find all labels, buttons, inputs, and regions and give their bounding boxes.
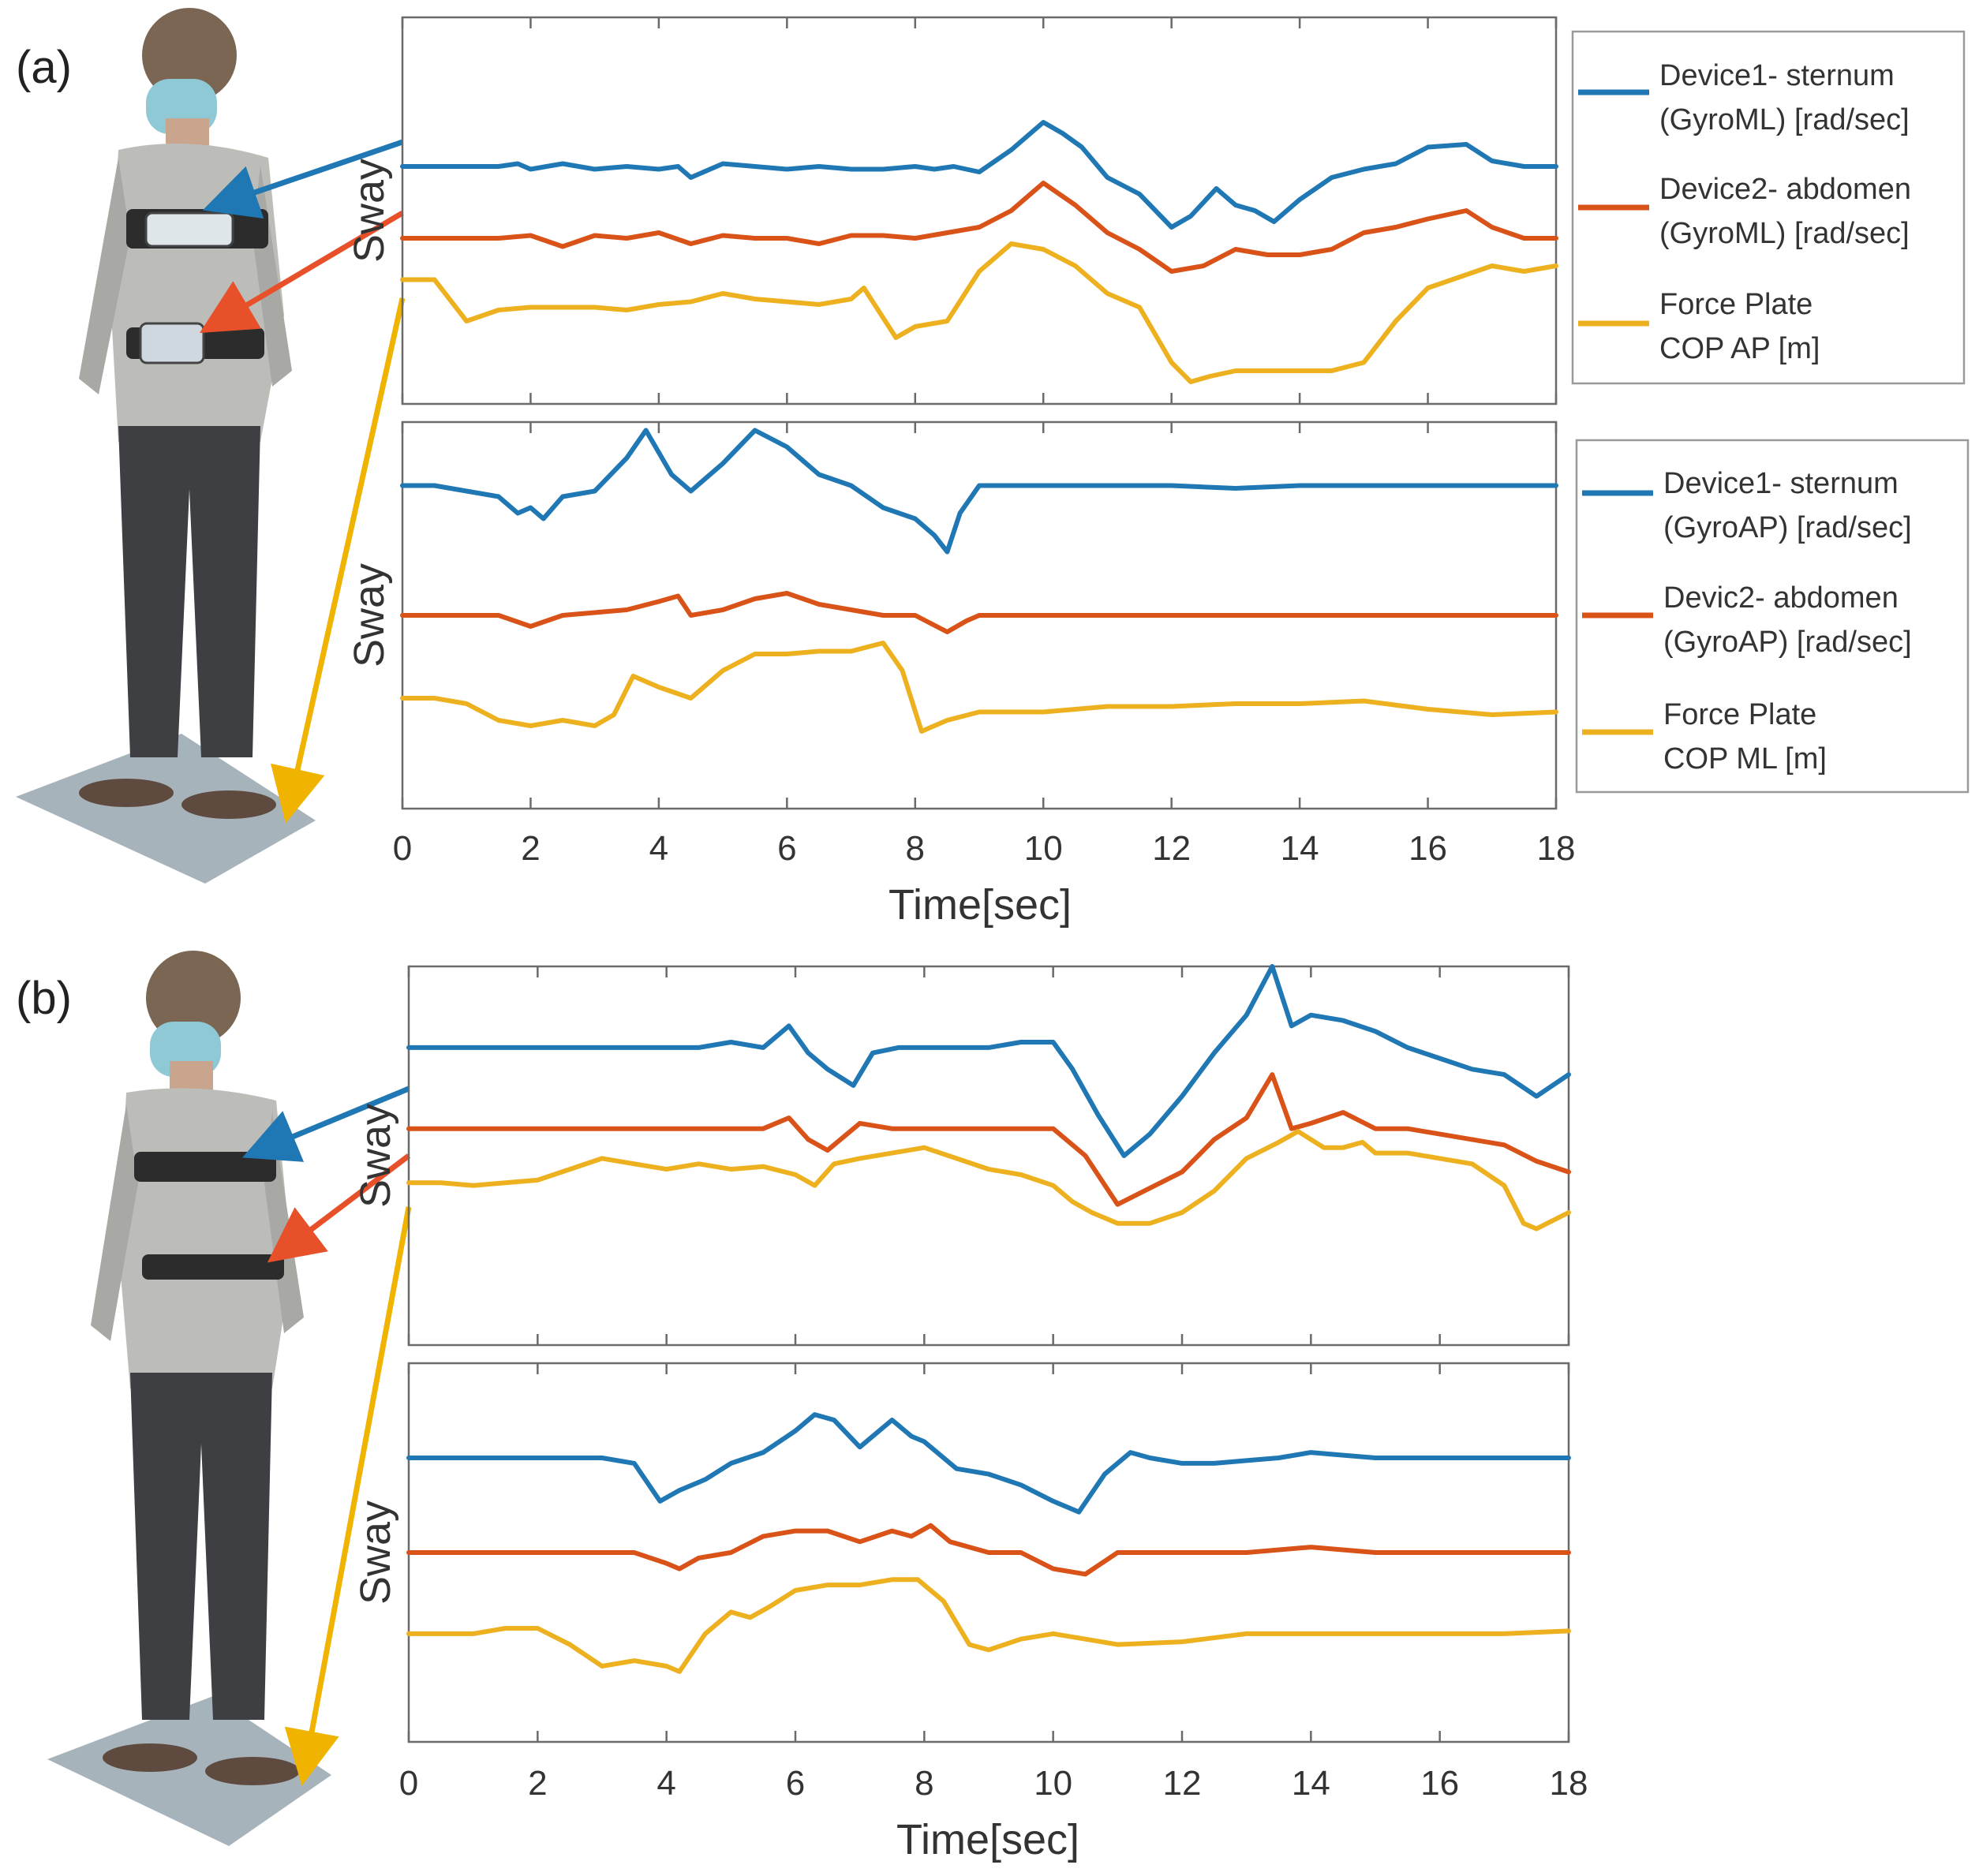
tick-marks-b-top	[407, 966, 1570, 1345]
panel-label-b: (b)	[16, 973, 72, 1024]
series-group-b-bottom	[406, 1412, 1571, 1674]
x-tick-label: 16	[1408, 829, 1447, 868]
plot-a-bottom: Sway 0 2 4 6 8 10 12 14 16 18 Time[sec]	[346, 420, 1576, 929]
x-tick-label: 0	[399, 1764, 418, 1803]
x-tick-label: 18	[1550, 1764, 1588, 1803]
x-tick-label: 12	[1152, 829, 1191, 868]
series-line-yellow	[400, 241, 1558, 384]
series-line-red	[400, 181, 1558, 274]
legend-label-device1-a-bottom-l2: (GyroAP) [rad/sec]	[1663, 511, 1912, 544]
x-tick-label: 8	[906, 829, 925, 868]
x-axis-label-b: Time[sec]	[896, 1816, 1079, 1863]
y-axis-label-b-bottom: Sway	[352, 1500, 399, 1605]
connector-arrows-b	[242, 1086, 412, 1786]
legend-label-forceplate-a-top-l2: COP AP [m]	[1659, 332, 1820, 365]
series-line-red	[406, 1072, 1571, 1207]
series-line-blue	[406, 1412, 1571, 1515]
legend-label-forceplate-a-bottom-l1: Force Plate	[1663, 698, 1816, 731]
legend-label-device1-a-top-l2: (GyroML) [rad/sec]	[1659, 103, 1910, 136]
x-tick-label: 2	[521, 829, 540, 868]
x-tick-label: 6	[777, 829, 796, 868]
series-line-yellow	[406, 1129, 1571, 1231]
x-axis-label-a: Time[sec]	[888, 881, 1072, 929]
panel-label-a: (a)	[16, 42, 72, 93]
x-tick-label: 4	[657, 1764, 675, 1803]
plot-frame-b-top	[407, 965, 1570, 1347]
x-tick-label: 18	[1537, 829, 1576, 868]
tick-marks-a-top	[401, 17, 1558, 404]
series-line-blue	[400, 120, 1558, 230]
plot-b-bottom: Sway 0 2 4 6 8 10 12 14 16 18 Time[sec]	[352, 1362, 1588, 1863]
legend-label-device2-a-bottom-l2: (GyroAP) [rad/sec]	[1663, 626, 1912, 659]
x-tick-label: 6	[786, 1764, 805, 1803]
x-tick-label: 14	[1281, 829, 1319, 868]
legend-label-device2-a-top-l1: Device2- abdomen	[1659, 173, 1911, 206]
plot-a-top: Sway	[346, 16, 1558, 405]
x-tick-label: 12	[1163, 1764, 1202, 1803]
person-illustration-a	[16, 8, 316, 884]
tick-marks-a-bottom	[401, 422, 1558, 809]
x-tick-label: 2	[528, 1764, 547, 1803]
legend-label-device2-a-bottom-l1: Devic2- abdomen	[1663, 581, 1899, 615]
series-group-a-top	[400, 120, 1558, 384]
x-tick-label: 14	[1292, 1764, 1330, 1803]
series-line-blue	[406, 964, 1571, 1158]
legend-a-bottom: Device1- sternum (GyroAP) [rad/sec] Devi…	[1575, 439, 1970, 794]
plot-b-top: Sway	[352, 964, 1571, 1347]
series-line-yellow	[406, 1577, 1571, 1674]
y-axis-label-a-bottom: Sway	[346, 563, 393, 667]
x-tick-label: 4	[649, 829, 668, 868]
connector-arrows-a	[199, 139, 406, 824]
x-tick-labels-b: 0 2 4 6 8 10 12 14 16 18	[399, 1764, 1588, 1803]
tick-marks-b-bottom	[407, 1363, 1570, 1742]
series-line-yellow	[400, 641, 1558, 734]
series-line-red	[406, 1523, 1571, 1577]
legend-label-device2-a-top-l2: (GyroML) [rad/sec]	[1659, 217, 1910, 250]
x-tick-label: 16	[1420, 1764, 1459, 1803]
y-axis-label-a-top: Sway	[346, 159, 393, 263]
legend-label-device1-a-top-l1: Device1- sternum	[1659, 59, 1895, 92]
legend-a-top: Device1- sternum (GyroML) [rad/sec] Devi…	[1571, 30, 1966, 385]
x-tick-labels-a: 0 2 4 6 8 10 12 14 16 18	[393, 829, 1576, 868]
series-line-blue	[400, 428, 1558, 555]
series-group-b-top	[406, 964, 1571, 1231]
y-axis-label-b-top: Sway	[352, 1104, 399, 1208]
x-tick-label: 10	[1024, 829, 1063, 868]
x-tick-label: 8	[915, 1764, 933, 1803]
legend-label-device1-a-bottom-l1: Device1- sternum	[1663, 467, 1899, 500]
x-tick-label: 0	[393, 829, 412, 868]
legend-label-forceplate-a-bottom-l2: COP ML [m]	[1663, 742, 1827, 775]
legend-label-forceplate-a-top-l1: Force Plate	[1659, 288, 1813, 321]
plot-frame-a-top	[401, 16, 1558, 405]
person-illustration-b	[47, 951, 331, 1846]
series-line-red	[400, 591, 1558, 634]
series-group-a-bottom	[400, 428, 1558, 734]
x-tick-label: 10	[1034, 1764, 1072, 1803]
